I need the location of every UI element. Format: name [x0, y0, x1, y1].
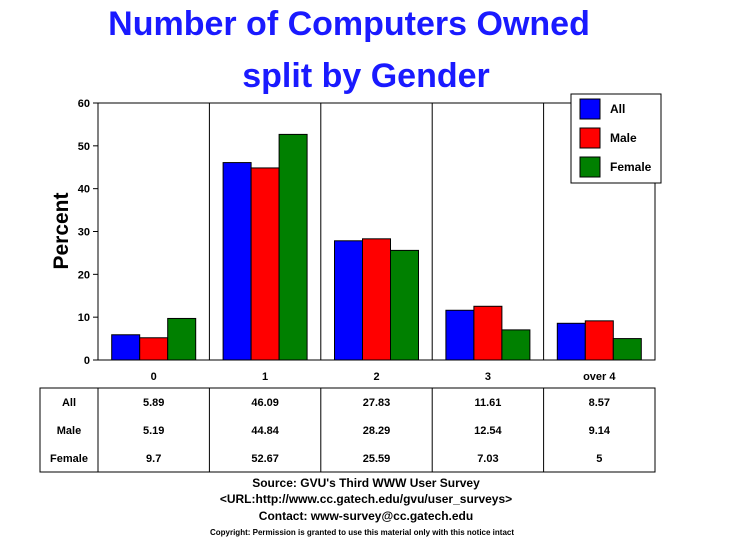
bar-female-3: [501, 329, 531, 361]
table-cell-female-3: 7.03: [477, 453, 498, 465]
bar-all-2: [334, 240, 363, 361]
footer-contact: Contact: www-survey@cc.gatech.edu: [259, 509, 473, 523]
plot-area: 0 10 20 30 40 50 60 0 1 2 3 over 4: [78, 98, 656, 383]
bar-male-3: [473, 305, 503, 361]
table-cell-male-3: 12.54: [474, 425, 502, 437]
bar-female-4: [612, 338, 642, 361]
table-cell-all-4: 8.57: [589, 397, 610, 409]
footer-url: <URL:http://www.cc.gatech.edu/gvu/user_s…: [220, 492, 512, 506]
table-cell-all-0: 5.89: [143, 397, 164, 409]
x-tick-label-3: 3: [485, 371, 491, 383]
x-tick-label-4: over 4: [583, 371, 616, 383]
bar-male-0: [139, 337, 169, 361]
chart-title-line-1: Number of Computers Owned: [108, 5, 590, 43]
chart-title-line-2: split by Gender: [242, 57, 490, 95]
y-tick-label-50: 50: [78, 141, 90, 153]
bar-all-0: [111, 334, 141, 361]
table-cell-male-2: 28.29: [363, 425, 391, 437]
table-cell-male-4: 9.14: [589, 425, 611, 437]
table-cell-female-4: 5: [596, 453, 602, 465]
legend-label-all: All: [610, 102, 625, 116]
table-cell-female-1: 52.67: [251, 453, 279, 465]
y-tick-label-0: 0: [84, 355, 90, 367]
footer-copyright: Copyright: Permission is granted to use …: [210, 528, 514, 537]
table-cell-all-3: 11.61: [474, 397, 501, 409]
bar-all-4: [556, 322, 586, 361]
table-cell-female-0: 9.7: [146, 453, 161, 465]
y-tick-label-30: 30: [78, 227, 90, 239]
bar-female-0: [167, 317, 197, 361]
table-row-header-female: Female: [50, 453, 88, 465]
bar-male-2: [362, 238, 391, 361]
legend-swatch-all: [579, 98, 601, 120]
legend-label-female: Female: [610, 160, 652, 174]
bar-female-1: [278, 133, 308, 361]
table-cell-male-1: 44.84: [251, 425, 279, 437]
y-tick-label-40: 40: [78, 184, 90, 196]
y-axis-label: Percent: [50, 192, 73, 269]
x-tick-label-1: 1: [262, 371, 268, 383]
y-tick-label-20: 20: [78, 269, 90, 281]
x-tick-label-0: 0: [151, 371, 157, 383]
bar-male-4: [584, 320, 614, 361]
bar-all-3: [445, 309, 475, 361]
footer-source: Source: GVU's Third WWW User Survey: [252, 476, 480, 490]
table-cell-all-1: 46.09: [251, 397, 279, 409]
table-row-header-male: Male: [57, 425, 81, 437]
y-tick-label-10: 10: [78, 312, 90, 324]
data-table: All 5.89 46.09 27.83 11.61 8.57 Male 5.19 44.84 2…: [39, 387, 656, 473]
table-cell-all-2: 27.83: [363, 397, 391, 409]
table-cell-female-2: 25.59: [363, 453, 391, 465]
table-row-header-all: All: [62, 397, 76, 409]
bar-male-1: [250, 167, 280, 361]
legend-swatch-female: [579, 156, 601, 178]
x-tick-label-2: 2: [373, 371, 379, 383]
bar-female-2: [390, 249, 419, 361]
legend-swatch-male: [579, 127, 601, 149]
legend: All Male Female: [570, 93, 662, 184]
legend-label-male: Male: [610, 131, 637, 145]
bar-all-1: [222, 162, 252, 361]
table-cell-male-0: 5.19: [143, 425, 164, 437]
y-tick-label-60: 60: [78, 98, 90, 110]
table-frame: [39, 387, 656, 473]
